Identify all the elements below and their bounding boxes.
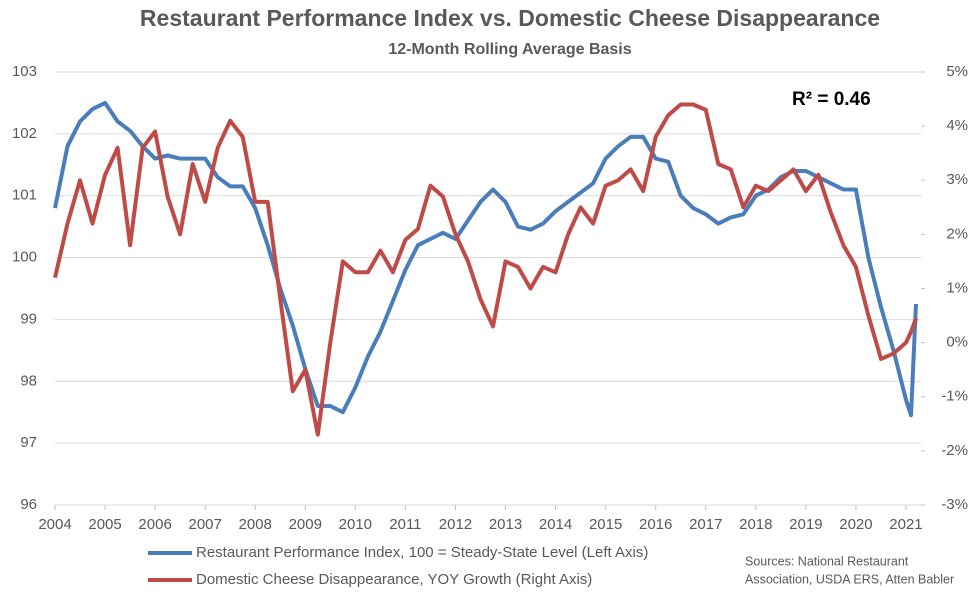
y2-tick-label: -3% (941, 496, 968, 513)
x-tick-label: 2019 (789, 516, 822, 533)
x-tick-label: 2004 (38, 516, 71, 533)
y2-tick-label: 2% (946, 225, 968, 242)
x-tick-label: 2006 (138, 516, 171, 533)
x-tick-label: 2020 (839, 516, 872, 533)
source: Sources: National Restaurant (745, 554, 909, 568)
annotation: R² = 0.46 (792, 89, 871, 110)
x-tick-label: 2016 (639, 516, 672, 533)
y-tick-label: 97 (20, 434, 37, 451)
y-tick-label: 98 (20, 372, 37, 389)
x-tick-label: 2015 (589, 516, 622, 533)
y2-tick-label: -1% (941, 388, 968, 405)
series-line (53, 102, 918, 437)
legend-label: Domestic Cheese Disappearance, YOY Growt… (196, 571, 592, 588)
x-tick-label: 2011 (389, 516, 421, 533)
series-line (53, 100, 918, 418)
source: Association, USDA ERS, Atten Babler (745, 572, 954, 586)
y2-tick-label: -2% (941, 442, 968, 459)
y-tick-label: 103 (12, 63, 37, 80)
x-tick-label: 2017 (689, 516, 722, 533)
x-tick-label: 2007 (188, 516, 221, 533)
x-tick-label: 2010 (339, 516, 372, 533)
x-tick-label: 2014 (539, 516, 572, 533)
chart-title: Restaurant Performance Index vs. Domesti… (140, 5, 880, 31)
legend-label: Restaurant Performance Index, 100 = Stea… (196, 544, 648, 561)
y2-tick-label: 4% (946, 117, 968, 134)
x-tick-label: 2009 (289, 516, 322, 533)
y2-tick-label: 1% (946, 279, 968, 296)
x-tick-label: 2012 (439, 516, 472, 533)
y2-tick-label: 5% (946, 63, 968, 80)
x-tick-label: 2013 (489, 516, 522, 533)
y-tick-label: 100 (12, 249, 37, 266)
x-tick-label: 2018 (739, 516, 772, 533)
y-tick-label: 101 (12, 187, 37, 204)
y2-tick-label: 0% (946, 334, 968, 351)
x-tick-label: 2008 (239, 516, 272, 533)
x-tick-label: 2021 (889, 516, 922, 533)
x-tick-label: 2005 (88, 516, 121, 533)
y-tick-label: 99 (20, 310, 37, 327)
y-tick-label: 102 (12, 125, 37, 142)
y2-tick-label: 3% (946, 171, 968, 188)
y-tick-label: 96 (20, 496, 37, 513)
chart-subtitle: 12-Month Rolling Average Basis (388, 41, 631, 58)
